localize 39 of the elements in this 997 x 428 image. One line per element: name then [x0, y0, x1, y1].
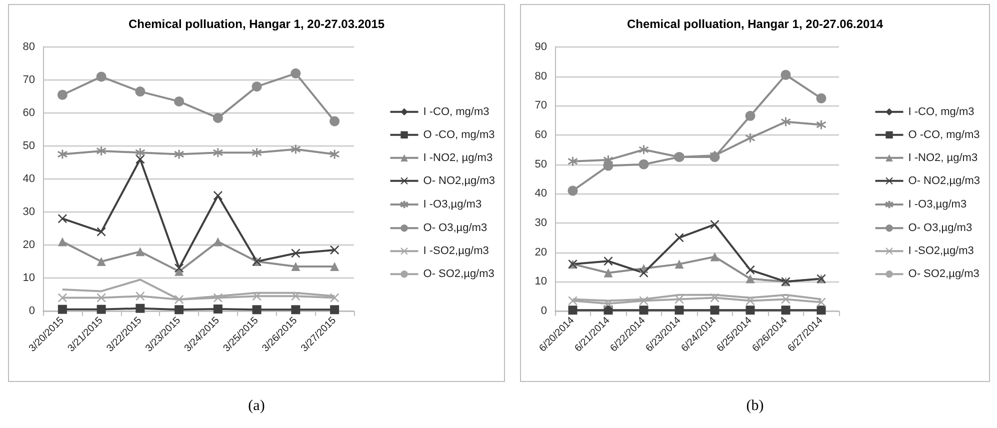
y-tick-label: 80 [534, 70, 547, 82]
y-tick-label: 30 [22, 206, 35, 218]
legend-label: I -CO, mg/m3 [908, 106, 974, 118]
legend-label: O- O3,µg/m3 [423, 222, 488, 234]
legend-label: O -CO, mg/m3 [908, 128, 980, 141]
chart-title: Chemical polluation, Hangar 1, 20-27.03.2015 [128, 17, 385, 31]
legend-label: I -SO2,µg/m3 [423, 245, 489, 258]
legend-label: O- NO2,µg/m3 [423, 174, 496, 187]
text: (a) [247, 398, 266, 415]
y-tick-label: 20 [534, 246, 547, 258]
y-tick-label: 10 [534, 276, 547, 288]
y-tick-label: 10 [22, 272, 35, 284]
legend-label: I -SO2,µg/m3 [908, 245, 974, 258]
text: (b) [745, 398, 765, 415]
y-tick-label: 40 [534, 188, 547, 200]
chart-title: Chemical polluation, Hangar 1, 20-27.06.2014 [626, 17, 884, 31]
legend-label: I -NO2, µg/m3 [908, 152, 978, 164]
y-tick-label: 40 [22, 173, 35, 185]
y-tick-label: 70 [22, 74, 35, 86]
legend-label: O- SO2,µg/m3 [423, 268, 494, 280]
legend-label: O- SO2,µg/m3 [908, 268, 980, 280]
y-tick-label: 0 [540, 305, 547, 317]
legend-label: O- O3,µg/m3 [908, 222, 972, 234]
y-tick-label: 80 [22, 41, 35, 53]
y-tick-label: 60 [534, 129, 547, 141]
y-tick-label: 20 [22, 239, 35, 251]
y-tick-label: 90 [534, 41, 547, 53]
y-tick-label: 0 [28, 305, 35, 317]
y-tick-label: 30 [534, 217, 547, 229]
y-tick-label: 70 [534, 100, 547, 112]
legend-label: I -O3,µg/m3 [423, 198, 482, 210]
legend-label: O -CO, mg/m3 [423, 128, 495, 141]
legend-label: I -NO2, µg/m3 [423, 152, 493, 164]
legend-label: I -O3,µg/m3 [908, 198, 967, 210]
y-tick-label: 60 [22, 107, 35, 119]
y-tick-label: 50 [534, 158, 547, 170]
legend-label: I -CO, mg/m3 [423, 106, 490, 118]
y-tick-label: 50 [22, 140, 35, 152]
legend-label: O- NO2,µg/m3 [908, 174, 980, 187]
